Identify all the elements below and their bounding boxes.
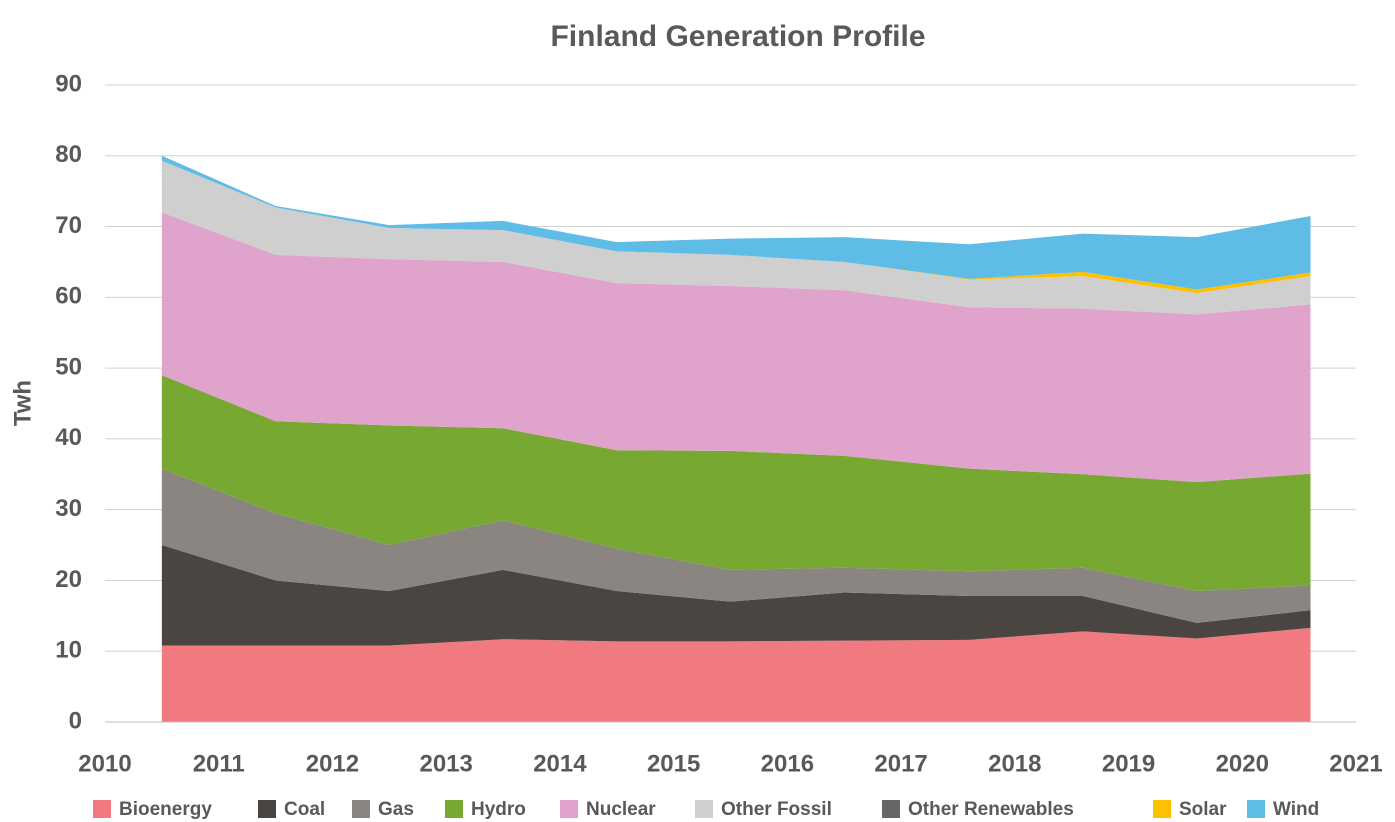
- legend-swatch: [352, 800, 370, 818]
- legend-label: Wind: [1273, 799, 1319, 820]
- legend-swatch: [882, 800, 900, 818]
- x-tick-label: 2018: [988, 750, 1041, 777]
- legend-swatch: [1153, 800, 1171, 818]
- legend-swatch: [93, 800, 111, 818]
- area: [161, 545, 1311, 646]
- x-tick-label: 2016: [761, 750, 814, 777]
- legend-label: Other Fossil: [721, 799, 832, 820]
- y-axis-label: Twh: [9, 380, 36, 426]
- x-tick-label: 2012: [306, 750, 359, 777]
- x-tick-label: 2015: [647, 750, 700, 777]
- y-tick-label: 50: [55, 353, 82, 380]
- legend-label: Hydro: [471, 799, 526, 820]
- area: [161, 375, 1311, 592]
- y-tick-label: 20: [55, 566, 82, 593]
- legend-label: Gas: [378, 799, 414, 820]
- y-tick-label: 0: [69, 707, 82, 734]
- legend-swatch: [258, 800, 276, 818]
- legend-swatch: [695, 800, 713, 818]
- y-tick-label: 60: [55, 283, 82, 310]
- x-tick-label: 2013: [419, 750, 472, 777]
- x-tick-label: 2019: [1102, 750, 1155, 777]
- y-tick-label: 80: [55, 141, 82, 168]
- x-tick-label: 2020: [1216, 750, 1269, 777]
- x-tick-label: 2017: [874, 750, 927, 777]
- legend-label: Solar: [1179, 799, 1227, 820]
- y-tick-label: 30: [55, 495, 82, 522]
- area: [161, 212, 1311, 483]
- legend-label: Nuclear: [586, 799, 656, 820]
- area: [161, 468, 1311, 623]
- x-tick-label: 2014: [533, 750, 587, 777]
- x-tick-label: 2010: [78, 750, 131, 777]
- legend-swatch: [1247, 800, 1265, 818]
- y-tick-label: 10: [55, 637, 82, 664]
- chart-title: Finland Generation Profile: [550, 20, 925, 53]
- y-tick-label: 90: [55, 70, 82, 97]
- y-tick-label: 40: [55, 424, 82, 451]
- area: [161, 155, 1311, 290]
- y-tick-label: 70: [55, 212, 82, 239]
- legend-label: Coal: [284, 799, 325, 820]
- x-tick-label: 2011: [193, 750, 245, 777]
- legend-swatch: [445, 800, 463, 818]
- area: [161, 627, 1311, 722]
- legend-swatch: [560, 800, 578, 818]
- area: [161, 160, 1311, 315]
- legend-label: Bioenergy: [119, 799, 212, 820]
- legend-label: Other Renewables: [908, 799, 1074, 820]
- x-tick-label: 2021: [1329, 750, 1382, 777]
